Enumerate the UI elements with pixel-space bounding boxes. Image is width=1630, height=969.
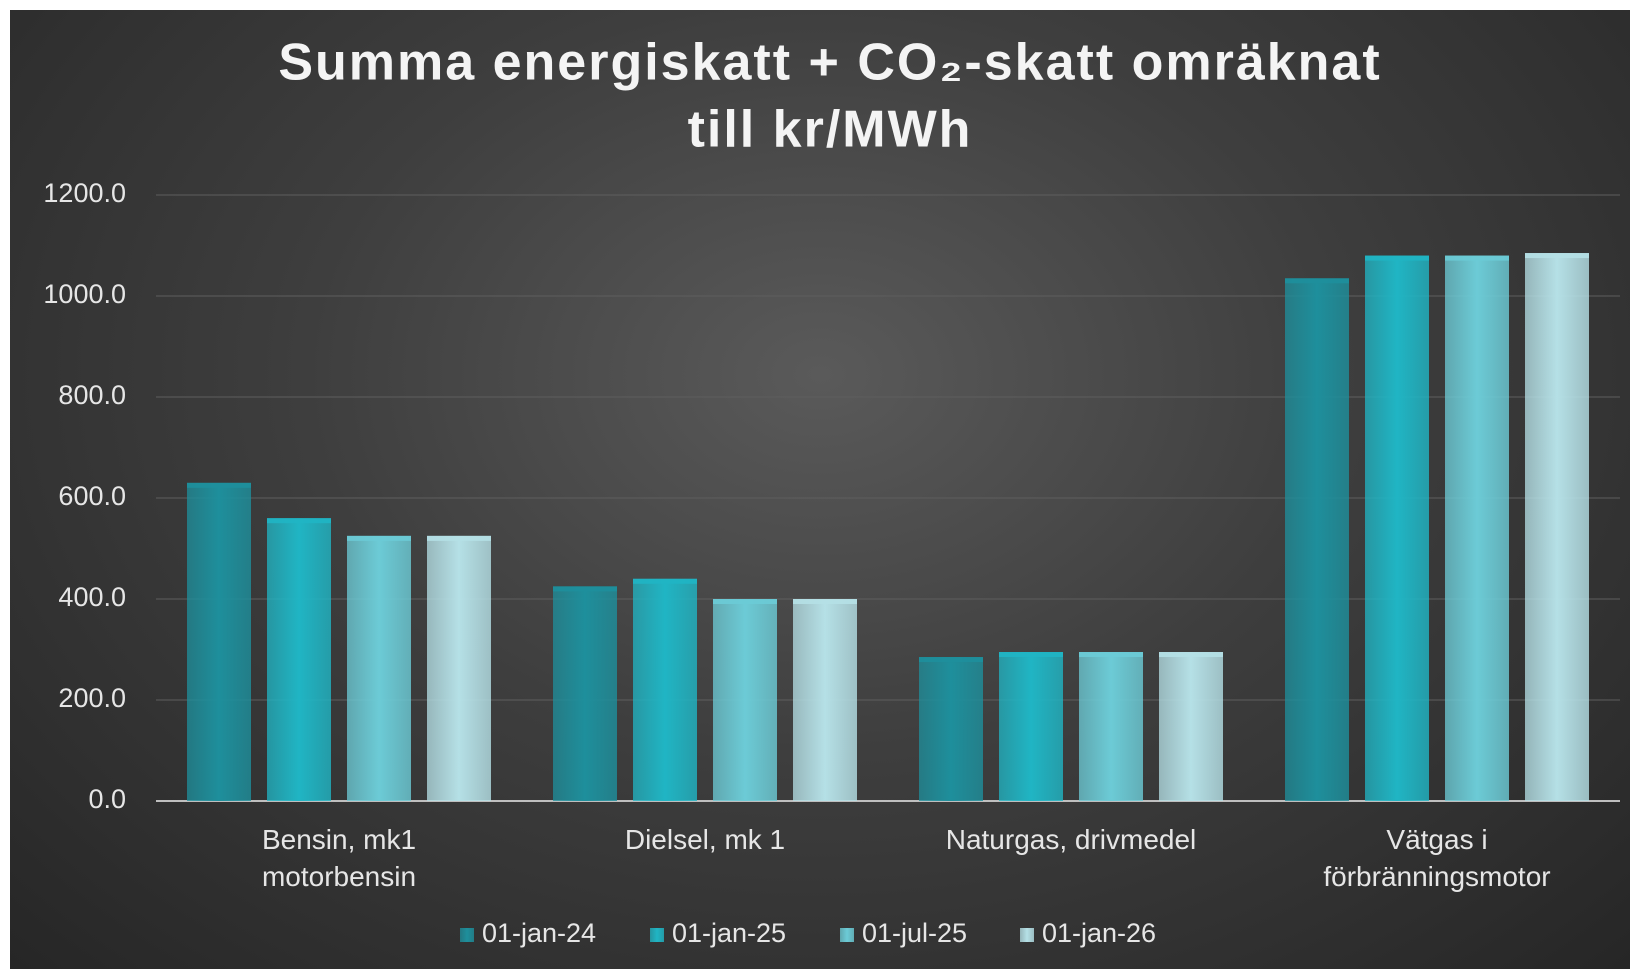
legend-label: 01-jan-26 <box>1042 918 1156 948</box>
y-tick-label: 1000.0 <box>43 279 126 309</box>
chart-title-line: till kr/MWh <box>688 101 973 159</box>
bar <box>999 652 1063 801</box>
y-tick-label: 1200.0 <box>43 178 126 208</box>
bar <box>793 599 857 801</box>
bar <box>1159 652 1223 801</box>
bar <box>1445 255 1509 802</box>
y-tick-label: 600.0 <box>58 481 126 511</box>
bar-cap <box>1445 255 1509 261</box>
bar-cap <box>633 578 697 584</box>
bar-cap <box>1525 253 1589 259</box>
bar <box>1525 253 1589 801</box>
bar-cap <box>999 652 1063 658</box>
bar <box>427 535 491 801</box>
bar-cap <box>427 535 491 541</box>
bar <box>267 518 331 801</box>
x-tick-label: Vätgas i förbränningsmotor <box>1323 824 1551 892</box>
bar <box>1365 255 1429 802</box>
legend-swatch <box>650 928 664 942</box>
x-tick-label: Naturgas, drivmedel <box>945 824 1197 855</box>
bar <box>713 599 777 801</box>
x-tick-label: Bensin, mk1 motorbensin <box>261 824 417 892</box>
bar-cap <box>1079 652 1143 658</box>
x-tick-label: Dielsel, mk 1 <box>624 824 786 855</box>
bar-cap <box>793 599 857 604</box>
chart-title-line: Summa energiskatt + CO₂-skatt omräknat <box>278 34 1381 92</box>
bar-cap <box>1285 278 1349 284</box>
bar <box>553 586 617 801</box>
y-tick-label: 0.0 <box>88 784 126 814</box>
bar <box>919 657 983 801</box>
legend-label: 01-jul-25 <box>862 918 967 948</box>
bar-cap <box>267 518 331 524</box>
legend-label: 01-jan-24 <box>482 918 596 948</box>
legend-label: 01-jan-25 <box>672 918 786 948</box>
y-tick-label: 800.0 <box>58 380 126 410</box>
bar <box>1079 652 1143 801</box>
bar-cap <box>553 586 617 592</box>
y-tick-label: 400.0 <box>58 582 126 612</box>
bar-cap <box>347 535 411 541</box>
bar <box>187 482 251 801</box>
chart-background <box>10 10 1630 969</box>
bar <box>1285 278 1349 801</box>
bar-cap <box>1159 652 1223 658</box>
legend-swatch <box>1020 928 1034 942</box>
bar-cap <box>919 657 983 663</box>
bar <box>633 578 697 801</box>
y-tick-label: 200.0 <box>58 683 126 713</box>
bar-cap <box>187 482 251 488</box>
legend-swatch <box>840 928 854 942</box>
bar-cap <box>713 599 777 604</box>
bar <box>347 535 411 801</box>
bar-cap <box>1365 255 1429 261</box>
legend-swatch <box>460 928 474 942</box>
